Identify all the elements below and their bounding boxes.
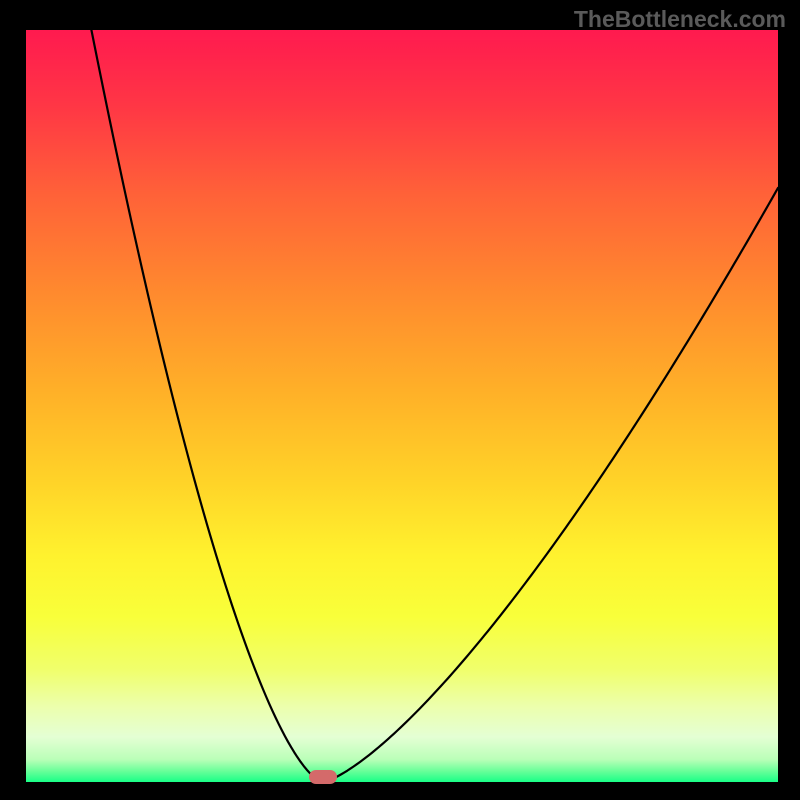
plot-frame	[26, 30, 778, 782]
bottleneck-curve	[26, 30, 778, 782]
vertex-marker	[309, 770, 337, 784]
curve-path	[91, 30, 778, 782]
watermark-text: TheBottleneck.com	[574, 6, 786, 33]
